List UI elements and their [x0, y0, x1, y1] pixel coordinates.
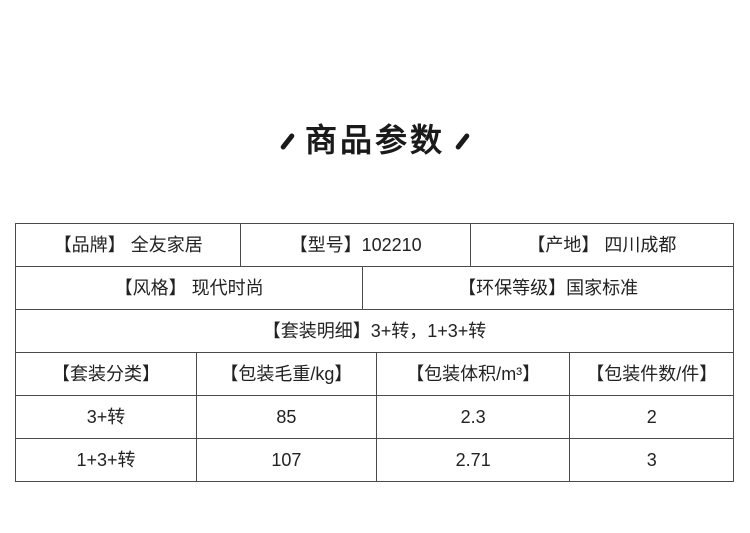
pack2-piece-count: 3: [569, 439, 733, 481]
eco-grade-cell: 【环保等级】国家标准: [362, 267, 733, 309]
product-spec-table: 【品牌】 全友家居 【型号】102210 【产地】 四川成都 【风格】 现代时尚…: [15, 223, 734, 482]
pack1-set-type: 3+转: [86, 407, 126, 427]
model-cell: 【型号】102210: [240, 224, 469, 266]
page-title: 商品参数: [304, 122, 445, 158]
pack1-piece-count: 2: [569, 396, 733, 438]
origin-cell: 【产地】 四川成都: [469, 224, 733, 266]
set-detail-cell: 【套装明细】3+转，1+3+转: [262, 321, 487, 341]
pack2-volume: 2.71: [375, 439, 570, 481]
header-piece-count: 【包装件数/件】: [569, 353, 733, 395]
header-gross-weight: 【包装毛重/kg】: [195, 353, 376, 395]
pack1-volume: 2.3: [375, 396, 570, 438]
header-volume: 【包装体积/m³】: [375, 353, 570, 395]
pack2-set-type: 1+3+转: [76, 450, 136, 470]
table-row-pack-2: 1+3+转 107 2.71 3: [16, 438, 733, 481]
table-row-pack-1: 3+转 85 2.3 2: [16, 395, 733, 438]
table-row-basic: 【品牌】 全友家居 【型号】102210 【产地】 四川成都: [16, 224, 733, 266]
pack1-gross-weight: 85: [195, 396, 376, 438]
table-row-style: 【风格】 现代时尚 【环保等级】国家标准: [16, 266, 733, 309]
table-row-set-detail: 【套装明细】3+转，1+3+转: [16, 309, 733, 352]
table-row-pack-header: 【套装分类】 【包装毛重/kg】 【包装体积/m³】 【包装件数/件】: [16, 352, 733, 395]
section-title: 商品参数: [0, 116, 750, 164]
pack2-gross-weight: 107: [195, 439, 376, 481]
left-slash-decoration-icon: [279, 131, 296, 151]
style-cell: 【风格】 现代时尚: [114, 278, 264, 298]
brand-cell: 【品牌】 全友家居: [53, 235, 203, 255]
header-set-type: 【套装分类】: [51, 364, 160, 384]
right-slash-decoration-icon: [454, 131, 471, 151]
